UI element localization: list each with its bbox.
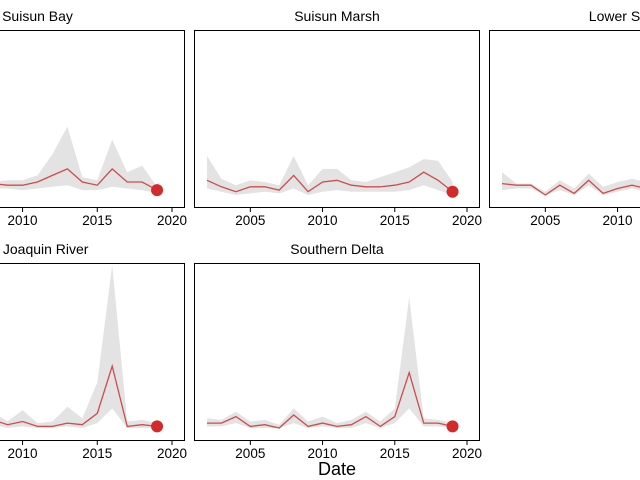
latest-value-point: [446, 420, 459, 433]
x-axis-title: Date: [318, 459, 356, 479]
panel-title: Suisun Marsh: [294, 8, 380, 24]
x-tick-label: 2010: [308, 213, 338, 228]
chart-panel: 2005 2010 2015 2020 Suisun Marsh: [194, 8, 482, 228]
x-tick-label: 2020: [452, 446, 482, 461]
x-tick-label: 2010: [603, 213, 633, 228]
x-tick-label: 2015: [380, 213, 410, 228]
x-tick-label: 2010: [8, 213, 38, 228]
panel-title: Southern Delta: [290, 241, 384, 257]
x-tick-label: 2020: [452, 213, 482, 228]
x-tick-label: 2005: [235, 446, 265, 461]
panel-frame: [489, 30, 640, 208]
x-tick-label: 2005: [530, 213, 560, 228]
panel-frame: [194, 263, 480, 441]
chart-panel: 2010 2015 2020 er Joaquin River: [0, 241, 187, 461]
latest-value-point: [151, 184, 164, 197]
x-tick-label: 2010: [308, 446, 338, 461]
x-tick-label: 2005: [235, 213, 265, 228]
panel-frame: [0, 263, 185, 441]
range-band-area: [0, 265, 158, 428]
x-tick-label: 2015: [82, 446, 112, 461]
mean-line: [206, 171, 454, 193]
panel-frame: [194, 30, 480, 208]
mean-line: [501, 179, 640, 196]
panel-title: Lower Sacran: [589, 8, 640, 24]
latest-value-point: [446, 185, 459, 198]
x-tick-label: 2020: [157, 446, 187, 461]
panel-frame: [0, 30, 185, 208]
panel-title: Suisun Bay: [2, 8, 73, 24]
latest-value-point: [151, 420, 164, 433]
chart-panel: 2005201020152020Lower Sacran: [489, 8, 640, 228]
x-tick-label: 2010: [8, 446, 38, 461]
chart-panel: 2005 2010 2015 2020 Southern Delta: [194, 241, 482, 461]
mean-line: [207, 370, 453, 429]
panel-title: er Joaquin River: [0, 241, 89, 257]
x-tick-label: 2020: [157, 213, 187, 228]
range-band-area: [0, 126, 158, 194]
x-tick-label: 2015: [82, 213, 112, 228]
range-band-area: [207, 297, 453, 428]
x-tick-label: 2015: [380, 446, 410, 461]
mean-line: [0, 363, 158, 428]
mean-line: [0, 167, 158, 191]
